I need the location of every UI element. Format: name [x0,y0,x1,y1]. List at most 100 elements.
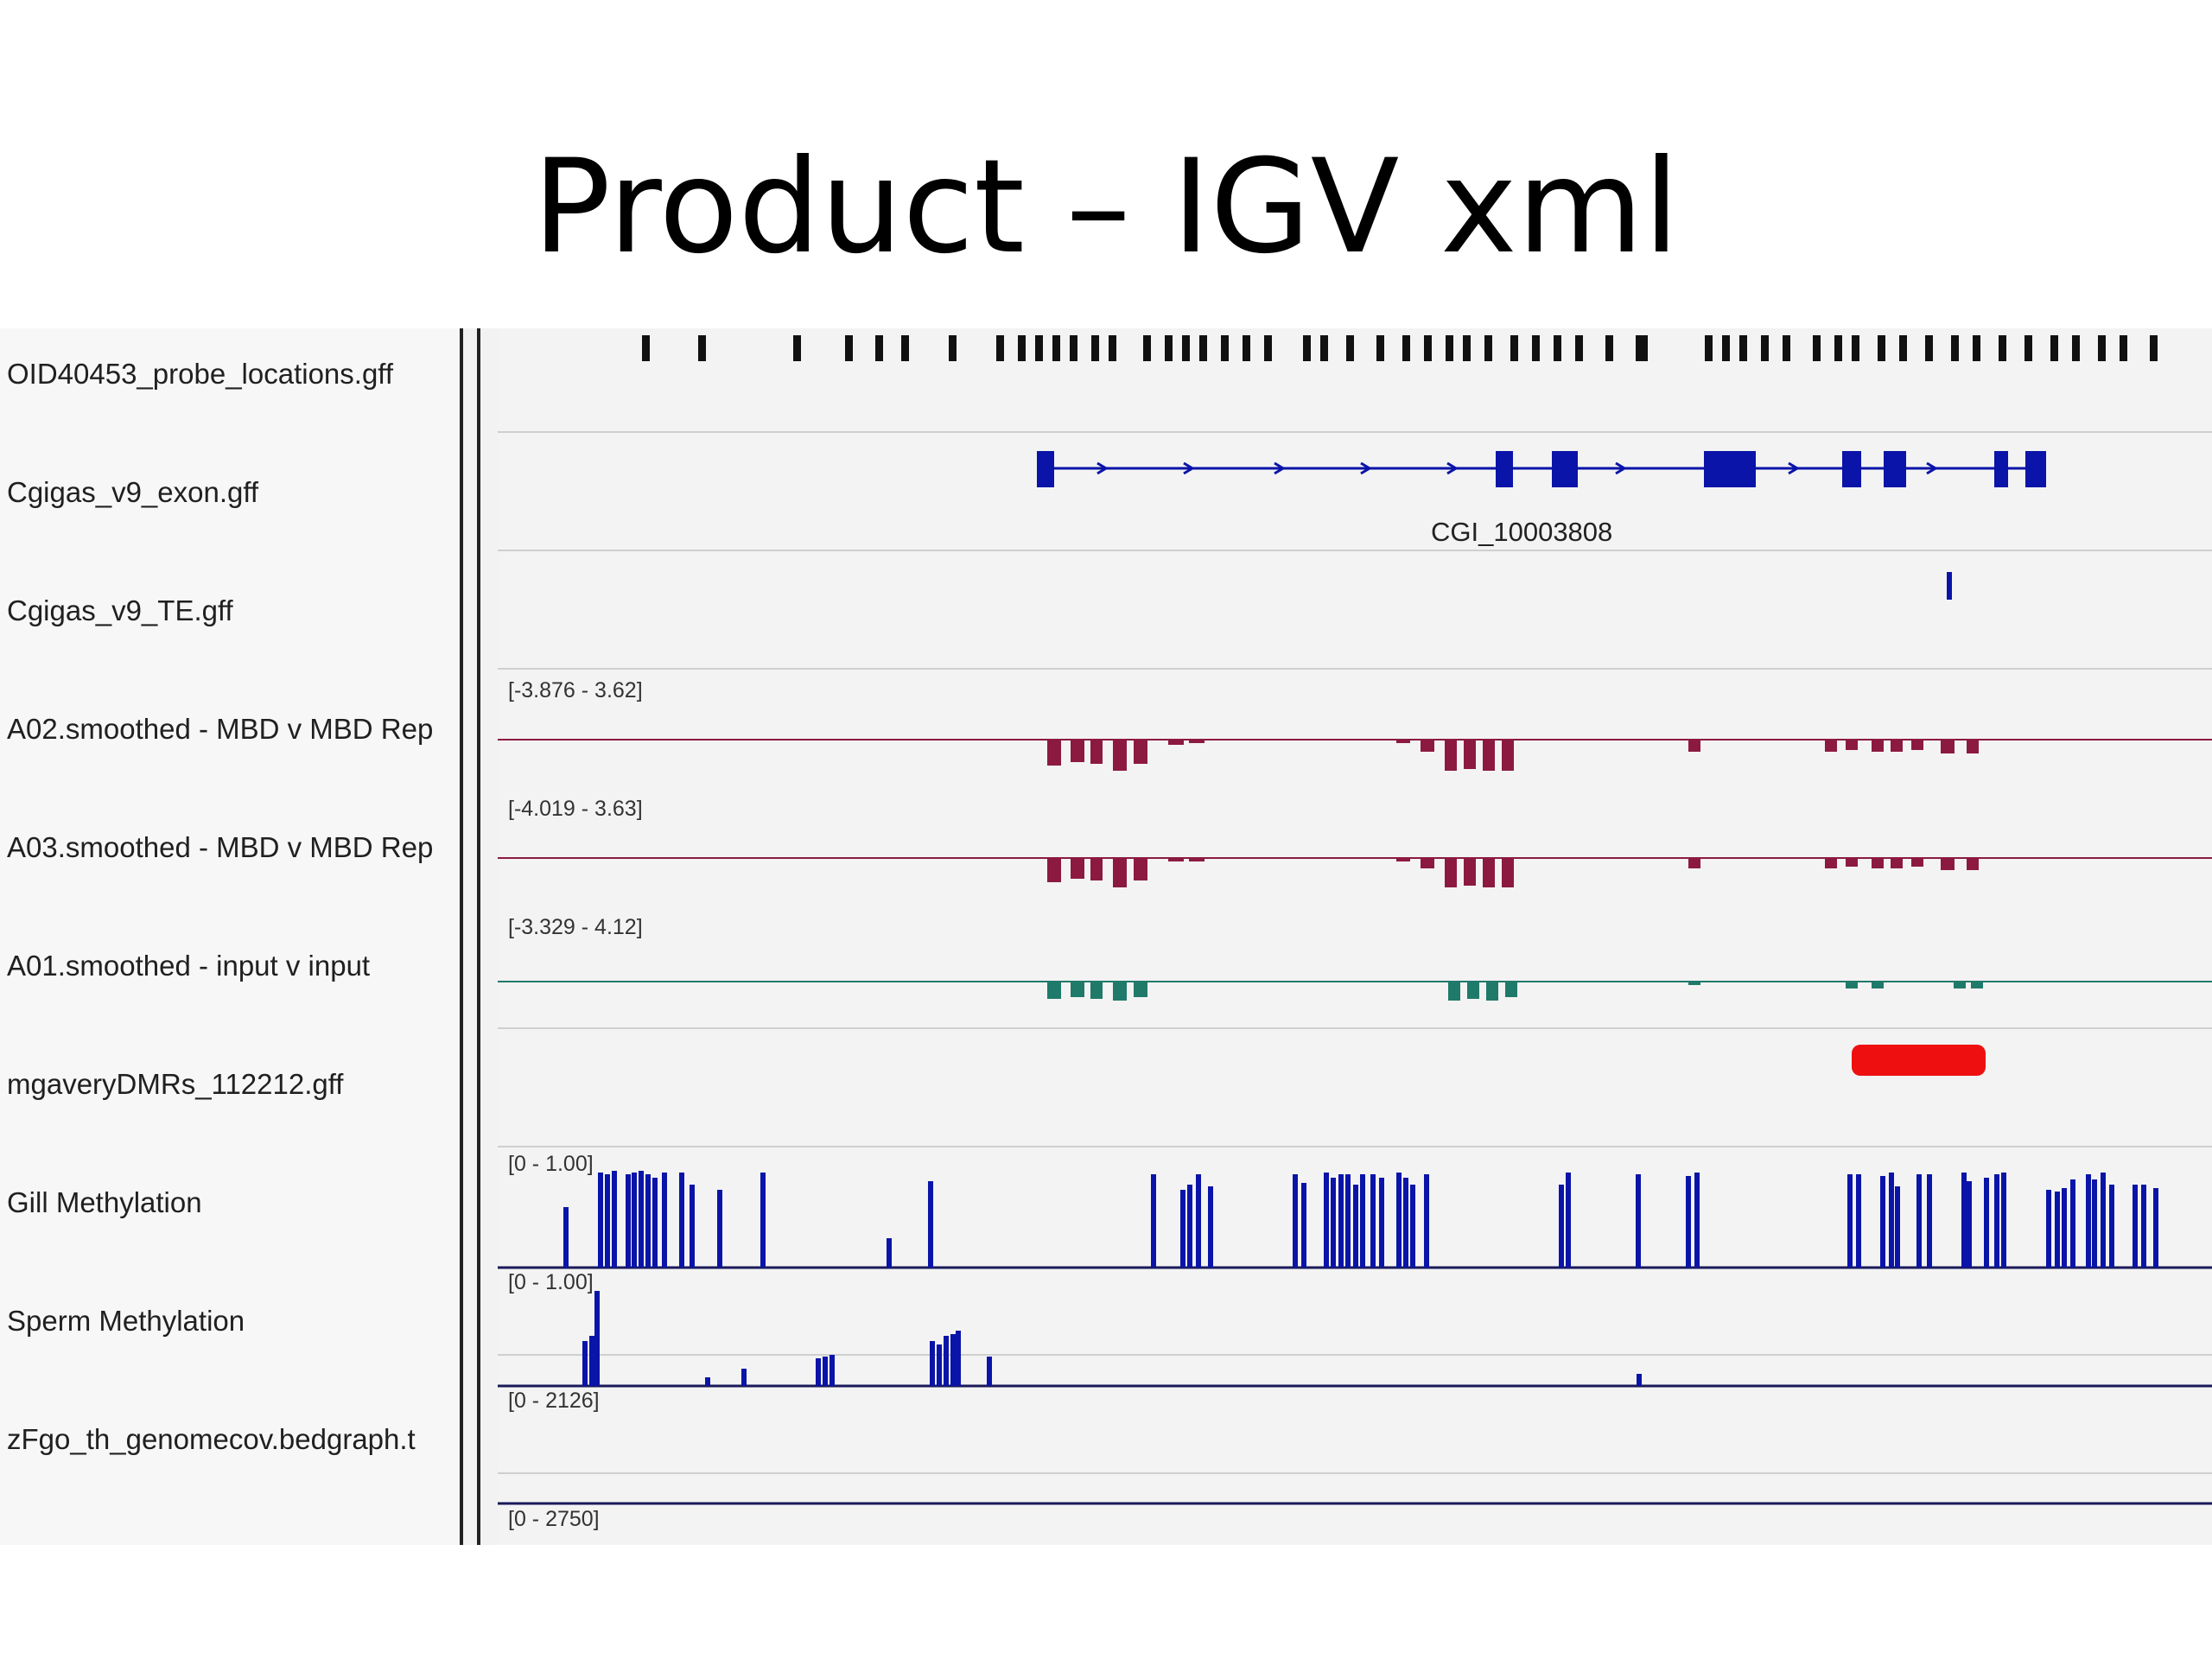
probe-mark [1303,335,1311,361]
methylation-bar [1353,1185,1358,1268]
probe-mark [1182,335,1190,361]
methylation-bar [626,1174,631,1268]
track-bar [1445,740,1457,771]
genomecov-range-label: [0 - 2126] [508,1389,600,1413]
track-bar [1134,740,1147,764]
gene-feature-label[interactable]: CGI_10003808 [1431,517,1612,547]
track-name-dmrs[interactable]: mgaveryDMRs_112212.gff [7,1068,344,1100]
methylation-bar [1967,1181,1972,1268]
methylation-bar [1637,1374,1642,1386]
methylation-bar [1187,1185,1192,1268]
methylation-bar [1208,1186,1213,1268]
methylation-bar [1345,1174,1351,1268]
track-name-a02[interactable]: A02.smoothed - MBD v MBD Rep [7,713,434,745]
probe-mark [1532,335,1540,361]
exon-block [1704,451,1756,487]
gene-strand-arrow [1788,461,1800,475]
panel-divider-left[interactable] [460,328,463,1545]
track-name-gill-methylation[interactable]: Gill Methylation [7,1186,202,1218]
methylation-bar [830,1355,835,1386]
slide-title: Product – IGV xml [532,132,1680,283]
probe-mark [1554,335,1561,361]
track-bar [1825,858,1837,868]
a01-range-label: [-3.329 - 4.12] [508,915,643,939]
methylation-bar [823,1357,828,1386]
methylation-bar [582,1341,588,1386]
methylation-bar [705,1377,710,1386]
exon-block [1037,451,1054,487]
igv-browser-panel: OID40453_probe_locations.gff Cgigas_v9_e… [0,328,2212,1545]
methylation-bar [1301,1183,1306,1268]
methylation-bar [679,1173,684,1268]
track-name-exon[interactable]: Cgigas_v9_exon.gff [7,476,259,508]
probe-mark [1739,335,1747,361]
probe-mark [1446,335,1453,361]
track-bar [1483,858,1495,887]
track-bar [1941,740,1955,753]
probe-mark [1165,335,1173,361]
methylation-bar [1396,1173,1402,1268]
a03-smoothed-track [498,857,2212,887]
methylation-bar [2153,1188,2158,1268]
methylation-bar [1961,1173,1967,1268]
track-bar [1846,740,1858,750]
methylation-bar [1403,1178,1408,1268]
probe-mark [2098,335,2106,361]
track-bar [1911,858,1923,867]
probe-mark [845,335,853,361]
tracks-canvas[interactable]: CGI_10003808 [-3.876 - 3.62] [-4.019 - 3… [498,328,2212,1545]
track-name-te[interactable]: Cgigas_v9_TE.gff [7,594,233,626]
methylation-bar [2046,1190,2051,1268]
methylation-bar [1293,1174,1298,1268]
methylation-bar [2133,1185,2138,1268]
track-bar [1502,858,1514,887]
track-bar [1071,858,1084,879]
gene-strand-arrow [1274,461,1286,475]
probe-mark [1852,335,1859,361]
track-name-sperm-methylation[interactable]: Sperm Methylation [7,1305,245,1337]
probe-mark [1376,335,1384,361]
methylation-bar [632,1173,637,1268]
probe-mark [1636,335,1643,361]
methylation-bar [639,1171,644,1268]
track-bar [1071,740,1084,762]
methylation-bar [1370,1174,1376,1268]
panel-divider-right[interactable] [477,328,480,1545]
methylation-bar [2055,1192,2060,1268]
methylation-bar [1880,1176,1885,1268]
probe-mark [2120,335,2127,361]
track-bar [1396,858,1410,861]
methylation-bar [1984,1178,1989,1268]
probe-mark [1925,335,1933,361]
track-bar [1448,982,1460,1001]
track-bar [1505,982,1517,997]
methylation-bar [944,1336,949,1386]
track-bar [1445,858,1457,887]
methylation-bar [652,1178,658,1268]
exon-track [1037,451,2046,487]
gene-strand-arrow [1096,461,1109,475]
gene-strand-arrow [1446,461,1459,475]
sperm-methylation-track [498,1291,2212,1388]
track-name-probe-locations[interactable]: OID40453_probe_locations.gff [7,358,394,390]
exon-block [1994,451,2008,487]
probe-mark [642,335,650,361]
extra-range-label: [0 - 2750] [508,1507,600,1531]
track-name-a03[interactable]: A03.smoothed - MBD v MBD Rep [7,831,434,863]
methylation-bar [717,1190,722,1268]
exon-block [1842,451,1861,487]
methylation-bar [2001,1173,2006,1268]
track-bar [1168,740,1184,745]
track-bar [1954,982,1966,988]
gene-strand-arrow [1926,461,1938,475]
track-name-genomecov[interactable]: zFgo_th_genomecov.bedgraph.t [7,1423,416,1455]
probe-mark [1402,335,1410,361]
methylation-bar [1424,1174,1429,1268]
probe-mark [1510,335,1518,361]
probe-mark [1783,335,1790,361]
track-bar [1071,982,1084,997]
track-data-panel: CGI_10003808 [-3.876 - 3.62] [-4.019 - 3… [498,328,2212,1545]
track-name-a01[interactable]: A01.smoothed - input v input [7,950,371,982]
methylation-bar [1895,1186,1900,1268]
methylation-bar [987,1357,992,1386]
